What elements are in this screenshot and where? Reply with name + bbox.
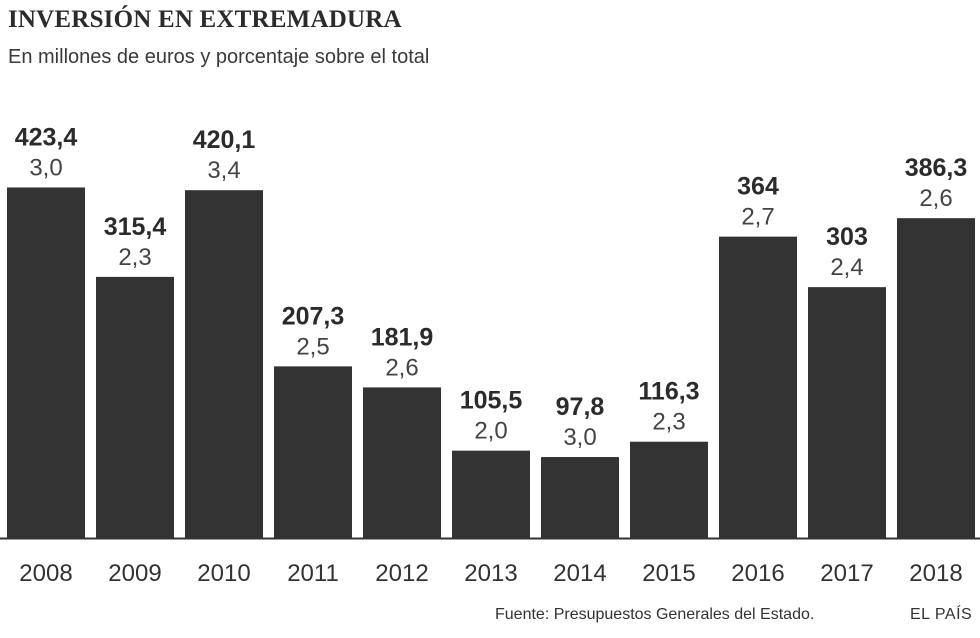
percent-label-2018: 2,6	[919, 185, 952, 212]
value-label-2014: 97,8	[556, 393, 605, 421]
brand-label: EL PAÍS	[910, 606, 973, 623]
bar-2011	[274, 366, 352, 538]
bar-chart: 423,4 3,0 2008 315,4 2,3 2009 420,1 3,4 2010 207,…	[0, 123, 980, 587]
bar-2018	[897, 218, 975, 538]
source-note: Fuente: Presupuestos Generales del Estad…	[495, 606, 815, 623]
value-label-2013: 105,5	[460, 387, 523, 415]
bar-2012	[363, 387, 441, 538]
bar-2008	[7, 187, 85, 539]
value-label-2016: 364	[737, 173, 779, 201]
x-tick-2016: 2016	[731, 560, 784, 587]
percent-label-2014: 3,0	[563, 424, 596, 451]
x-tick-2010: 2010	[197, 560, 250, 587]
percent-label-2010: 3,4	[207, 157, 240, 184]
value-label-2008: 423,4	[15, 123, 78, 151]
percent-label-2009: 2,3	[118, 244, 151, 271]
bar-2014	[541, 457, 619, 538]
value-label-2011: 207,3	[282, 302, 345, 330]
x-tick-2014: 2014	[553, 560, 606, 587]
x-tick-2017: 2017	[820, 560, 873, 587]
x-tick-2018: 2018	[909, 560, 962, 587]
bar-2015	[630, 441, 708, 538]
x-tick-2011: 2011	[287, 560, 339, 587]
value-label-2018: 386,3	[905, 154, 968, 182]
value-label-2012: 181,9	[371, 323, 434, 351]
percent-label-2016: 2,7	[741, 204, 774, 231]
bar-2010	[185, 190, 263, 538]
percent-label-2008: 3,0	[29, 154, 62, 181]
bar-2009	[96, 276, 174, 538]
x-tick-2013: 2013	[464, 560, 517, 587]
value-label-2010: 420,1	[193, 126, 256, 154]
bar-2016	[719, 236, 797, 539]
value-label-2009: 315,4	[104, 213, 167, 241]
percent-label-2013: 2,0	[474, 418, 507, 445]
x-tick-2008: 2008	[19, 560, 72, 587]
x-tick-2012: 2012	[375, 560, 428, 587]
percent-label-2012: 2,6	[385, 354, 418, 381]
chart-title: INVERSIÓN EN EXTREMADURA	[8, 6, 402, 33]
percent-label-2017: 2,4	[830, 254, 863, 281]
x-tick-2015: 2015	[642, 560, 695, 587]
bar-2017	[808, 287, 886, 538]
value-label-2017: 303	[826, 223, 868, 251]
bar-2013	[452, 450, 530, 538]
chart-subtitle: En millones de euros y porcentaje sobre …	[8, 46, 430, 68]
x-tick-2009: 2009	[108, 560, 161, 587]
value-label-2015: 116,3	[638, 378, 699, 406]
percent-label-2015: 2,3	[652, 409, 685, 436]
percent-label-2011: 2,5	[296, 333, 329, 360]
